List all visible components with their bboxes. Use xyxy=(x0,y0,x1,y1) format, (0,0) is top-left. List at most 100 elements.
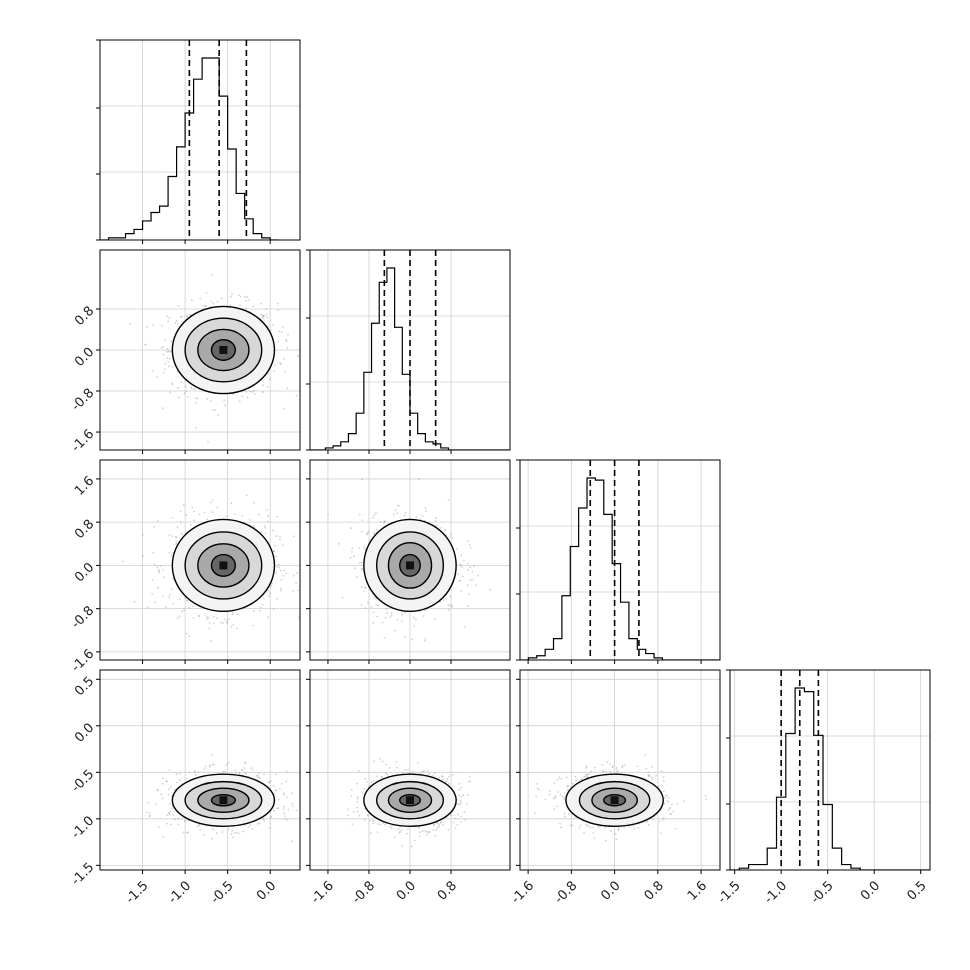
scatter-point xyxy=(469,546,472,549)
scatter-point xyxy=(232,393,234,396)
scatter-point xyxy=(175,536,178,539)
contour-line xyxy=(363,518,457,613)
scatter-point xyxy=(426,833,429,836)
scatter-point xyxy=(168,596,171,599)
scatter-point xyxy=(253,501,255,504)
scatter-point xyxy=(156,789,158,791)
x-tick-label: 0.0 xyxy=(254,878,279,903)
scatter-point xyxy=(462,559,465,562)
scatter-point xyxy=(432,829,435,831)
scatter-point xyxy=(364,607,367,610)
panel-2-0: -1.6-0.80.00.81.6 xyxy=(69,459,301,675)
scatter-point xyxy=(276,807,279,810)
scatter-point xyxy=(188,771,191,774)
scatter-point xyxy=(552,797,555,800)
scatter-point xyxy=(466,540,469,542)
scatter-point xyxy=(467,605,469,608)
scatter-point xyxy=(279,363,282,366)
scatter-point xyxy=(614,832,617,835)
scatter-point xyxy=(245,494,248,497)
scatter-point xyxy=(379,823,382,826)
scatter-point xyxy=(267,589,270,592)
scatter-point xyxy=(167,365,170,368)
scatter-point xyxy=(413,625,415,628)
scatter-point xyxy=(279,362,282,364)
scatter-point xyxy=(277,563,280,566)
scatter-point xyxy=(154,601,156,604)
scatter-point xyxy=(661,770,663,773)
scatter-point xyxy=(176,781,179,784)
scatter-point xyxy=(244,761,247,764)
scatter-point xyxy=(166,348,169,350)
scatter-point xyxy=(277,340,280,343)
scatter-point xyxy=(437,823,440,826)
scatter-point xyxy=(158,571,161,574)
scatter-point xyxy=(372,819,375,822)
scatter-point xyxy=(277,807,280,810)
scatter-point xyxy=(460,795,463,798)
scatter-point xyxy=(146,606,149,609)
scatter-point xyxy=(536,787,539,790)
scatter-point xyxy=(256,774,259,777)
scatter-point xyxy=(210,300,213,303)
scatter-point xyxy=(428,831,430,834)
scatter-point xyxy=(197,824,200,827)
scatter-point xyxy=(208,621,211,624)
scatter-point xyxy=(356,797,359,800)
scatter-point xyxy=(400,844,403,847)
scatter-point xyxy=(239,304,241,307)
scatter-point xyxy=(381,621,384,624)
scatter-point xyxy=(464,625,466,628)
scatter-point xyxy=(268,378,271,381)
scatter-point xyxy=(156,520,159,523)
scatter-point xyxy=(191,387,193,390)
scatter-point xyxy=(241,769,244,771)
scatter-point xyxy=(459,579,462,582)
scatter-point xyxy=(566,788,569,791)
scatter-point xyxy=(225,515,228,518)
scatter-point xyxy=(589,826,591,829)
scatter-point xyxy=(174,322,177,324)
scatter-point xyxy=(227,761,230,764)
scatter-point xyxy=(260,302,262,305)
scatter-point xyxy=(434,834,437,837)
scatter-point xyxy=(129,322,131,325)
scatter-point xyxy=(424,637,427,640)
panel-2-2 xyxy=(516,459,721,664)
scatter-point xyxy=(664,797,667,799)
scatter-point xyxy=(442,598,445,601)
scatter-point xyxy=(383,522,385,524)
scatter-point xyxy=(467,593,470,596)
scatter-point xyxy=(272,785,275,788)
scatter-point xyxy=(425,510,427,513)
scatter-point xyxy=(204,305,207,308)
y-tick-label: -1.5 xyxy=(69,860,98,889)
scatter-point xyxy=(286,387,289,390)
scatter-point xyxy=(447,782,450,785)
scatter-point xyxy=(380,776,383,778)
scatter-point xyxy=(295,394,298,397)
scatter-point xyxy=(206,518,209,521)
scatter-point xyxy=(428,772,430,775)
scatter-point xyxy=(424,829,427,832)
scatter-point xyxy=(177,305,180,307)
scatter-point xyxy=(235,831,238,834)
scatter-point xyxy=(273,544,276,547)
scatter-point xyxy=(390,614,393,617)
scatter-point xyxy=(426,769,429,772)
scatter-point xyxy=(396,766,398,769)
scatter-point xyxy=(379,521,382,524)
scatter-point xyxy=(161,324,163,327)
contour-line xyxy=(184,531,263,600)
contour-line xyxy=(387,787,433,814)
x-tick-label: -1.5 xyxy=(123,878,152,907)
scatter-point xyxy=(433,823,436,826)
scatter-point xyxy=(260,313,263,316)
scatter-point xyxy=(287,808,290,811)
scatter-point xyxy=(238,773,241,775)
scatter-point xyxy=(156,566,159,569)
scatter-point xyxy=(375,528,378,531)
scatter-point xyxy=(250,767,253,769)
scatter-point xyxy=(655,774,658,777)
scatter-point xyxy=(286,819,289,821)
